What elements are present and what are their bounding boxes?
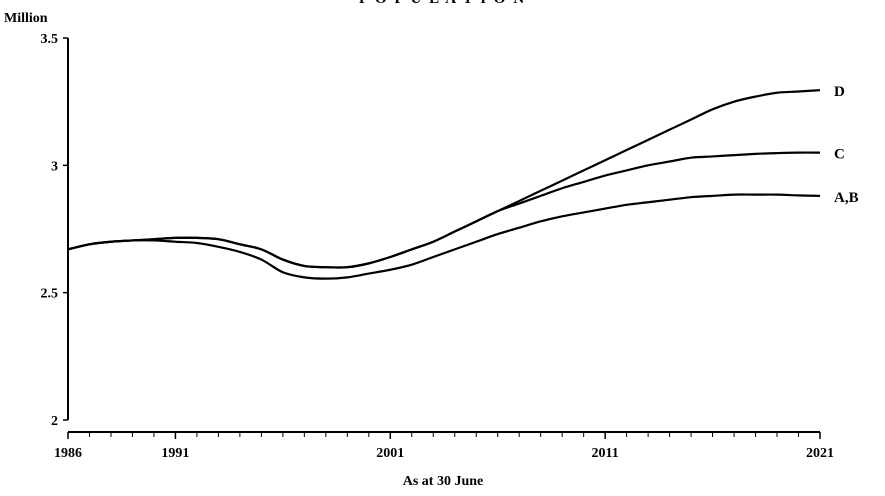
series-line-1 bbox=[67, 151, 821, 269]
x-tick-label: 1991 bbox=[161, 446, 189, 461]
y-tick-label: 2.5 bbox=[41, 287, 59, 302]
axes: 2 2.5 3 3.5 1986 1991 2001 2011 2021 bbox=[41, 32, 835, 461]
y-tick-label: 3.5 bbox=[41, 32, 59, 47]
chart-top-title: P O P U L A T I O N bbox=[0, 0, 885, 8]
series-end-label: A,B bbox=[834, 190, 859, 206]
series-end-labels: D C A,B bbox=[834, 84, 859, 206]
y-tick-label: 2 bbox=[51, 414, 58, 429]
y-tick-label: 3 bbox=[51, 159, 58, 174]
y-unit-label: Million bbox=[4, 11, 48, 26]
x-tick-label: 2011 bbox=[592, 446, 619, 461]
x-tick-label: 1986 bbox=[54, 446, 82, 461]
x-axis-title: As at 30 June bbox=[403, 474, 484, 489]
series-end-label: D bbox=[834, 84, 845, 100]
x-tick-label: 2001 bbox=[376, 446, 404, 461]
series-lines bbox=[67, 89, 821, 280]
series-end-label: C bbox=[834, 147, 845, 163]
x-tick-label: 2021 bbox=[806, 446, 834, 461]
series-line-2 bbox=[67, 193, 821, 280]
